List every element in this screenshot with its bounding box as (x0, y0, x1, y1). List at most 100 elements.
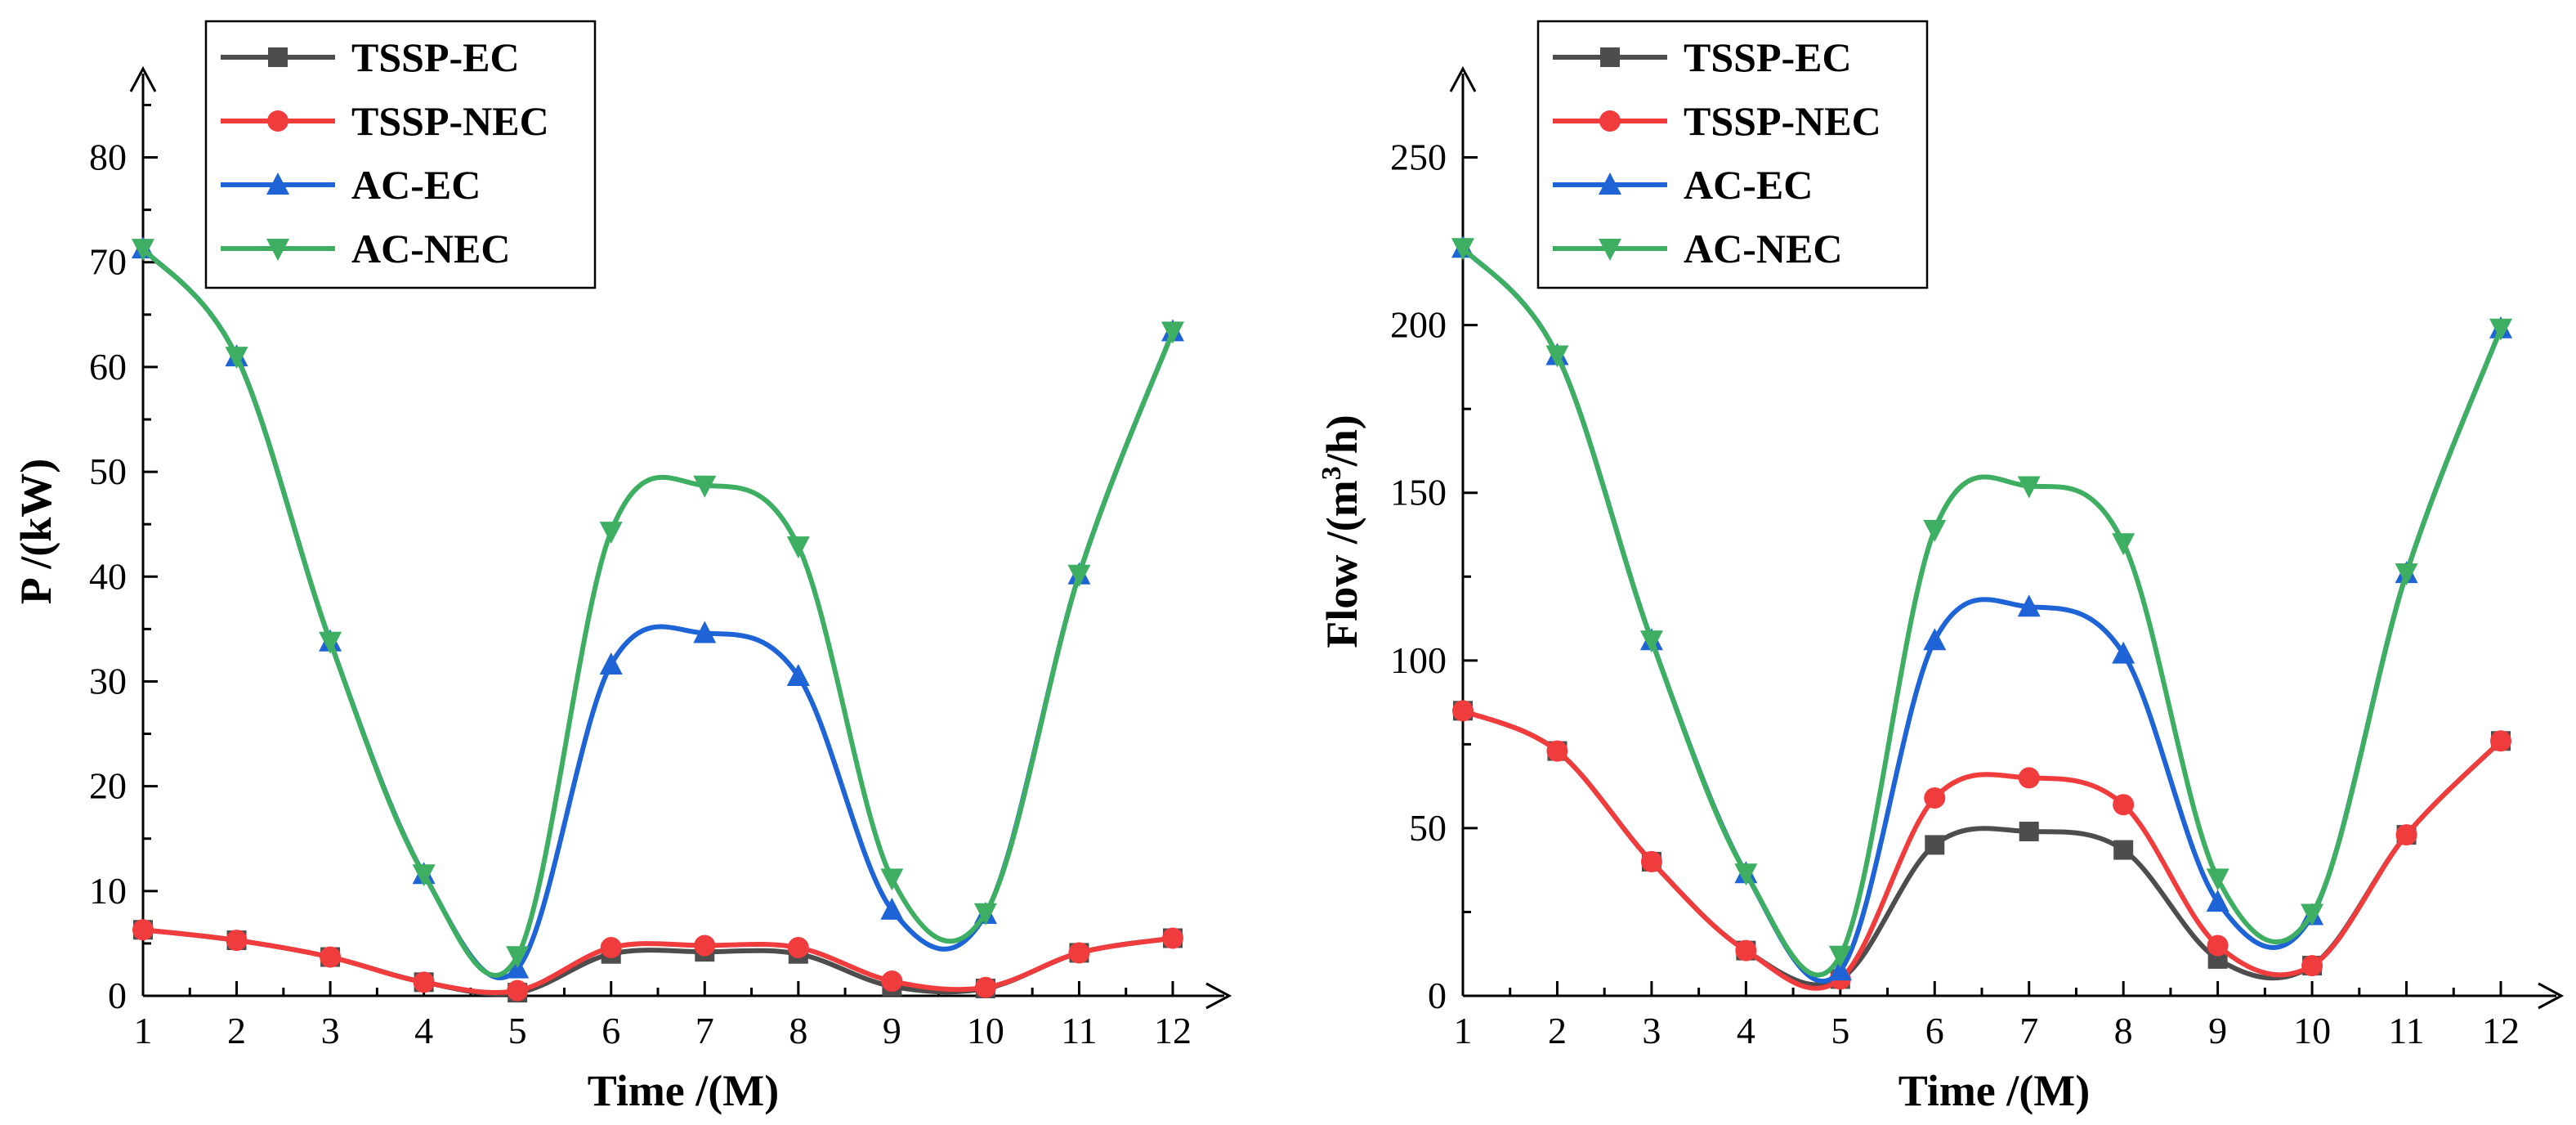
data-point (1162, 927, 1183, 949)
data-point (507, 979, 529, 1002)
series-line (1460, 708, 2503, 991)
legend-entry: TSSP-NEC (221, 98, 549, 144)
x-tick-label: 3 (321, 1010, 340, 1051)
legend-label: AC-EC (351, 162, 481, 208)
legend-marker (267, 110, 288, 132)
series-ac-ec (132, 236, 1184, 981)
data-point (2113, 840, 2134, 860)
x-tick-label: 8 (789, 1010, 807, 1051)
y-ticks: 0 10 20 30 40 50 60 70 80 (89, 103, 158, 1016)
series-line (141, 246, 1175, 981)
y-tick-label: 70 (89, 241, 127, 283)
data-point (1546, 740, 1568, 762)
data-point (1451, 238, 1474, 261)
data-point (319, 631, 342, 654)
data-point (599, 522, 623, 545)
x-tick-label: 2 (227, 1010, 246, 1051)
data-point (600, 937, 622, 959)
data-point (973, 903, 997, 926)
data-point (693, 621, 717, 643)
x-tick-label: 3 (1642, 1010, 1661, 1051)
x-tick-label: 11 (2388, 1010, 2424, 1051)
legend-label: AC-EC (1684, 162, 1813, 208)
y-tick-label: 0 (1428, 975, 1447, 1016)
legend-entries: TSSP-EC TSSP-NEC AC-EC AC-NEC (1553, 34, 1881, 271)
data-point (2206, 868, 2229, 891)
data-point (787, 937, 809, 959)
x-tick-label: 1 (1454, 1010, 1473, 1051)
series-line (1460, 245, 2503, 984)
x-axis-title: Time /(M) (1898, 1066, 2090, 1115)
series-ac-ec (1451, 235, 2512, 984)
x-tick-label: 4 (1737, 1010, 1755, 1051)
y-axis-title-prefix: Flow /(m (1317, 480, 1366, 648)
series-line (141, 927, 1175, 997)
data-point (693, 475, 717, 498)
data-point (412, 864, 436, 887)
legend: TSSP-EC TSSP-NEC AC-EC AC-NEC (1536, 20, 1929, 289)
y-tick-label: 60 (89, 346, 127, 388)
data-point (694, 935, 716, 957)
x-tick-label: 8 (2114, 1010, 2133, 1051)
data-point (2489, 318, 2512, 341)
x-tick-label: 6 (602, 1010, 620, 1051)
data-point (1828, 945, 1852, 968)
y-tick-label: 30 (89, 660, 127, 701)
x-tick-label: 1 (134, 1010, 153, 1051)
data-point (2301, 955, 2323, 977)
y-tick-label: 200 (1390, 304, 1447, 346)
series-line (141, 927, 1175, 995)
x-tick-label: 9 (2208, 1010, 2227, 1051)
data-point (2301, 903, 2324, 926)
legend-entry: AC-NEC (1553, 226, 1842, 271)
y-axis-title: P /(kW) (11, 459, 60, 605)
data-point (786, 664, 810, 687)
legend-marker (266, 173, 289, 195)
legend-marker (266, 239, 289, 261)
x-tick-label: 7 (2019, 1010, 2038, 1051)
legend-marker (1599, 110, 1621, 132)
data-point (599, 652, 623, 675)
y-tick-label: 250 (1390, 137, 1447, 178)
data-point (2019, 822, 2039, 842)
data-point (2206, 890, 2229, 912)
data-point (2207, 935, 2229, 957)
y-tick-label: 10 (89, 870, 127, 912)
legend-label: TSSP-NEC (1684, 98, 1881, 144)
data-point (2113, 794, 2135, 816)
data-point (1923, 519, 1947, 542)
x-axis-title: Time /(M) (588, 1066, 779, 1115)
x-tick-label: 10 (2293, 1010, 2331, 1051)
legend-entry: TSSP-EC (1553, 34, 1852, 80)
data-point (2490, 730, 2511, 752)
data-point (320, 946, 342, 968)
data-point (880, 868, 904, 891)
data-point (1640, 850, 1662, 872)
y-axis-arrow (129, 65, 157, 92)
legend-entry: AC-EC (221, 162, 481, 208)
series-tssp-nec (132, 919, 1183, 1002)
y-tick-label: 150 (1390, 472, 1447, 513)
data-point (1452, 700, 1474, 722)
data-point (1923, 628, 1947, 651)
series-ac-nec (132, 239, 1184, 978)
data-point (1734, 863, 1758, 886)
data-point (1545, 345, 1569, 368)
x-tick-label: 4 (414, 1010, 433, 1051)
data-point (132, 919, 154, 941)
data-point (132, 239, 154, 262)
data-point (881, 970, 903, 993)
series-tssp-ec (1453, 701, 2511, 989)
data-point (413, 971, 435, 993)
x-tick-label: 5 (508, 1010, 527, 1051)
x-ticks: 1 2 3 4 5 6 7 8 9 10 11 12 (134, 981, 1192, 1051)
y-axis-title-suffix: /h) (1317, 415, 1366, 467)
data-point (2395, 563, 2418, 586)
data-point (1068, 942, 1090, 964)
data-point (786, 536, 810, 559)
data-point (1161, 321, 1184, 344)
x-tick-label: 6 (1925, 1010, 1944, 1051)
